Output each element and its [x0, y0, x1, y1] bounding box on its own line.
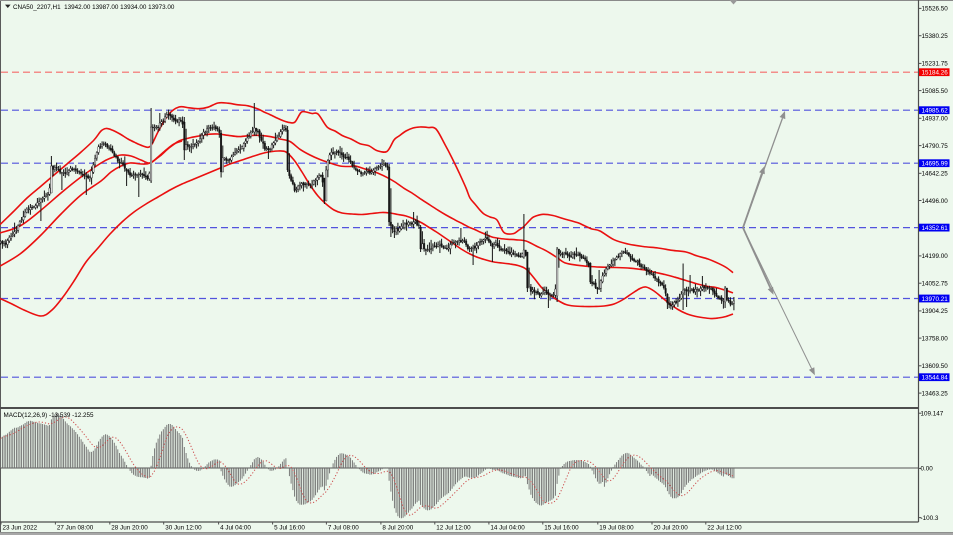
svg-text:12 Jul 12:00: 12 Jul 12:00 [436, 524, 471, 531]
svg-text:20 Jul 20:00: 20 Jul 20:00 [654, 524, 689, 531]
svg-text:0.00: 0.00 [921, 466, 934, 473]
svg-text:13758.00: 13758.00 [922, 335, 949, 342]
svg-text:22 Jul 12:00: 22 Jul 12:00 [707, 524, 742, 531]
svg-text:15 Jul 16:00: 15 Jul 16:00 [544, 524, 579, 531]
svg-text:CNA50_2207,H1 13942.00 13987.: CNA50_2207,H1 13942.00 13987.00 13934.00… [13, 4, 175, 11]
svg-text:14695.99: 14695.99 [922, 161, 949, 168]
svg-text:14937.00: 14937.00 [922, 116, 949, 123]
svg-text:13904.25: 13904.25 [922, 308, 949, 315]
svg-text:109.147: 109.147 [921, 411, 944, 418]
svg-text:15085.50: 15085.50 [922, 88, 949, 95]
svg-text:14985.62: 14985.62 [922, 108, 949, 115]
svg-text:14199.00: 14199.00 [922, 253, 949, 260]
svg-text:15184.26: 15184.26 [922, 70, 949, 77]
svg-text:14496.00: 14496.00 [922, 198, 949, 205]
svg-text:14 Jul 04:00: 14 Jul 04:00 [490, 524, 525, 531]
svg-text:15231.75: 15231.75 [922, 61, 949, 68]
svg-text:13544.84: 13544.84 [922, 375, 949, 382]
svg-text:13609.50: 13609.50 [922, 363, 949, 370]
svg-text:23 Jun 2022: 23 Jun 2022 [3, 524, 38, 531]
svg-text:27 Jun 08:00: 27 Jun 08:00 [57, 524, 94, 531]
svg-text:14052.75: 14052.75 [922, 281, 949, 288]
svg-text:15380.25: 15380.25 [922, 33, 949, 40]
svg-text:14352.61: 14352.61 [922, 225, 949, 232]
svg-text:15526.50: 15526.50 [922, 6, 949, 13]
svg-text:7 Jul 08:00: 7 Jul 08:00 [328, 524, 359, 531]
svg-text:28 Jun 20:00: 28 Jun 20:00 [111, 524, 148, 531]
svg-text:MACD(12,26,9) -13.539 -12.255: MACD(12,26,9) -13.539 -12.255 [4, 412, 94, 419]
svg-text:8 Jul 20:00: 8 Jul 20:00 [382, 524, 413, 531]
svg-text:14790.75: 14790.75 [922, 143, 949, 150]
svg-text:13970.21: 13970.21 [922, 296, 949, 303]
svg-text:4 Jul 04:00: 4 Jul 04:00 [220, 524, 251, 531]
svg-text:14642.25: 14642.25 [922, 171, 949, 178]
svg-text:5 Jul 16:00: 5 Jul 16:00 [274, 524, 305, 531]
svg-text:19 Jul 08:00: 19 Jul 08:00 [599, 524, 634, 531]
svg-text:30 Jun 12:00: 30 Jun 12:00 [165, 524, 202, 531]
svg-text:-100.3: -100.3 [921, 515, 939, 522]
svg-text:13463.25: 13463.25 [922, 390, 949, 397]
